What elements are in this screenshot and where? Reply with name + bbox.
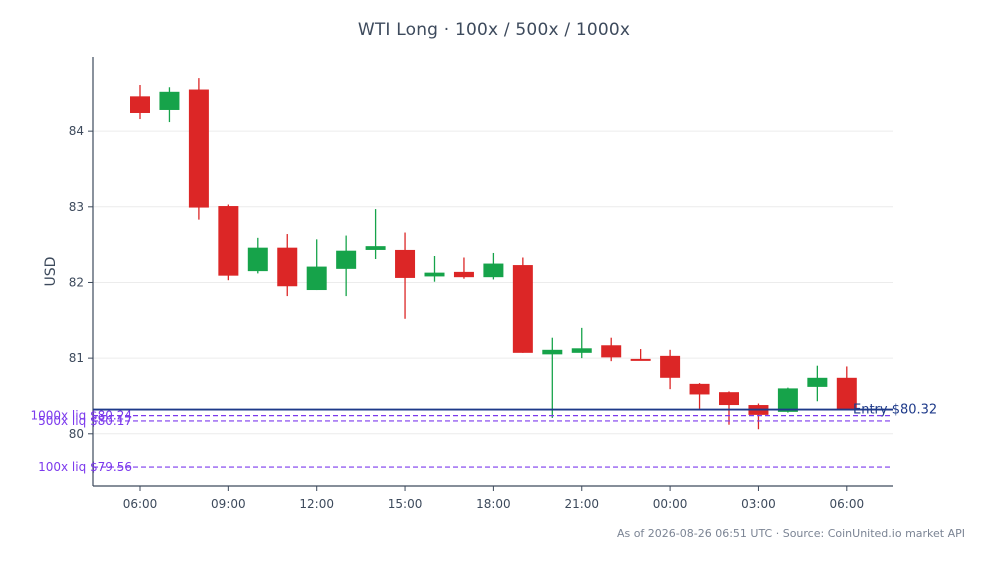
x-tick-label: 03:00 <box>741 497 776 511</box>
candle-body <box>365 246 386 250</box>
candle-body <box>453 271 474 278</box>
source-footer: As of 2026-08-26 06:51 UTC · Source: Coi… <box>616 527 965 540</box>
candle-body <box>159 91 180 110</box>
x-tick-label: 06:00 <box>123 497 158 511</box>
candle-body <box>277 247 298 287</box>
candle-body <box>336 250 357 269</box>
entry-price-label: Entry $80.32 <box>853 403 937 418</box>
x-tick-label: 21:00 <box>564 497 599 511</box>
candle-body <box>483 263 504 278</box>
liquidation-label: 500x liq $80.17 <box>38 414 132 428</box>
candle-body <box>306 266 327 291</box>
candle-body <box>218 206 239 276</box>
y-tick-label: 82 <box>69 275 84 289</box>
y-tick-label: 84 <box>69 124 84 138</box>
y-tick-label: 83 <box>69 200 84 214</box>
candle-body <box>424 272 445 277</box>
x-tick-label: 00:00 <box>653 497 688 511</box>
y-tick-label: 81 <box>69 351 84 365</box>
x-tick-label: 18:00 <box>476 497 511 511</box>
x-tick-label: 06:00 <box>830 497 865 511</box>
candle-body <box>719 392 739 406</box>
x-tick-label: 15:00 <box>388 497 423 511</box>
chart-title: WTI Long · 100x / 500x / 1000x <box>357 20 631 40</box>
candle-body <box>630 358 651 361</box>
liquidation-label: 1000x liq $80.24 <box>30 409 132 423</box>
candle-body <box>512 265 533 353</box>
candle-body <box>660 355 681 378</box>
candle-body <box>395 249 416 278</box>
candle-body <box>542 349 563 355</box>
candle-body <box>601 345 622 358</box>
liquidation-label: 100x liq $79.56 <box>38 460 132 474</box>
x-tick-label: 12:00 <box>299 497 334 511</box>
candle-body <box>247 247 268 272</box>
y-axis-label: USD <box>43 257 59 287</box>
candle-body <box>807 377 828 387</box>
candle-body <box>130 96 150 113</box>
candle-body <box>571 348 592 353</box>
candle-body <box>689 383 710 395</box>
x-tick-label: 09:00 <box>211 497 246 511</box>
candle-body <box>188 89 209 208</box>
y-tick-label: 80 <box>69 427 84 441</box>
candle-body <box>836 377 857 410</box>
candle-body <box>777 388 798 412</box>
